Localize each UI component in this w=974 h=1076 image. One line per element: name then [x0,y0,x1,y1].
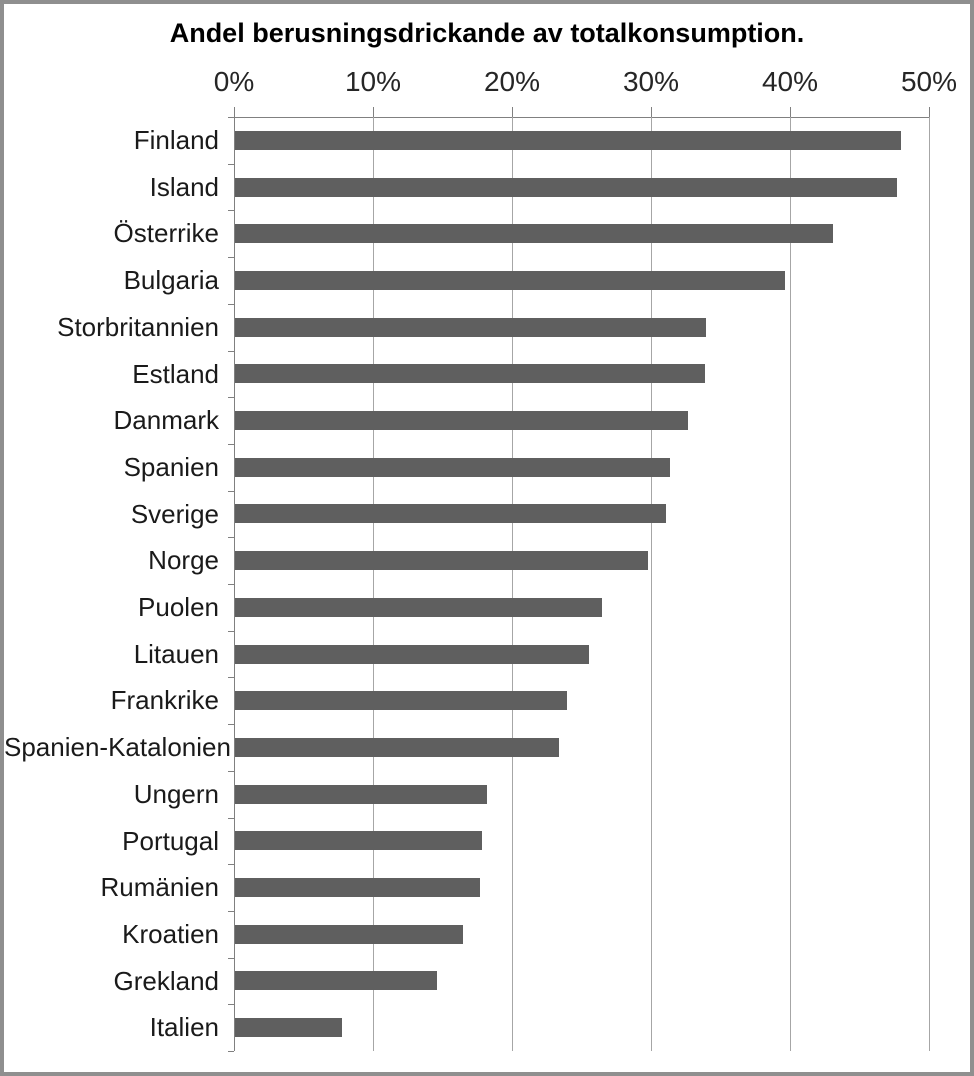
category-axis-tick [228,724,234,725]
category-label-italien: Italien [149,1012,219,1042]
bar-bulgaria [235,271,785,290]
category-axis-tick [228,444,234,445]
category-label-rumänien: Rumänien [100,872,219,902]
category-label-bulgaria: Bulgaria [123,265,219,295]
bar-finland [235,131,901,150]
category-axis-tick [228,771,234,772]
x-axis-tick-label: 0% [213,66,255,97]
category-axis-tick [228,677,234,678]
category-label-spanien-katalonien: Spanien-Katalonien [4,732,231,762]
category-label-spanien: Spanien [123,452,219,482]
bar-italien [235,1018,342,1037]
bar-grekland [235,971,437,990]
bar-spanien-katalonien [235,738,559,757]
bar-storbritannien [235,318,706,337]
category-axis-tick [228,257,234,258]
gridline [373,117,374,1051]
bar-estland [235,364,705,383]
gridline [512,117,513,1051]
plot-area [228,107,930,1052]
x-axis-tick [234,107,235,117]
bar-danmark [235,411,688,430]
category-axis-tick [228,818,234,819]
x-axis-tick-labels: 0% 10% 20% 30% 40% 50% [214,62,957,102]
x-axis-tick-label: 30% [622,66,680,97]
bar-litauen [235,645,589,664]
bar-norge [235,551,648,570]
category-label-finland: Finland [133,125,219,155]
x-axis-tick [651,107,652,117]
category-label-puolen: Puolen [138,592,219,622]
gridline [929,117,930,1051]
category-label-estland: Estland [132,359,219,389]
category-label-storbritannien: Storbritannien [57,312,219,342]
bar-frankrike [235,691,567,710]
x-axis-tick [790,107,791,117]
x-axis-line [234,117,930,118]
category-axis-tick [228,911,234,912]
category-axis-tick [228,584,234,585]
bar-spanien [235,458,670,477]
x-axis-tick [512,107,513,117]
category-axis-tick [228,397,234,398]
bar-kroatien [235,925,463,944]
category-label-portugal: Portugal [122,826,219,856]
category-axis-tick [228,1004,234,1005]
category-label-sverige: Sverige [130,499,219,529]
bar-island [235,178,897,197]
gridline [651,117,652,1051]
x-axis-tick-label: 10% [344,66,402,97]
x-axis-tick-label: 20% [483,66,541,97]
category-label-island: Island [149,172,219,202]
category-axis-tick [228,864,234,865]
x-axis-tick [373,107,374,117]
category-axis-labels: Finland Island Österrike Bulgaria Storbritan… [4,117,231,1051]
gridline [790,117,791,1051]
category-label-österrike: Österrike [113,218,219,248]
category-axis-tick [228,304,234,305]
category-label-litauen: Litauen [133,639,219,669]
category-label-ungern: Ungern [133,779,219,809]
category-axis-line [234,117,235,1051]
x-axis-tick-label: 40% [761,66,819,97]
x-axis-tick-label: 50% [900,66,958,97]
category-label-norge: Norge [148,545,219,575]
bar-portugal [235,831,482,850]
chart-title: Andel berusningsdrickande av totalkonsum… [169,18,805,48]
bar-österrike [235,224,833,243]
bar-ungern [235,785,487,804]
category-label-frankrike: Frankrike [110,685,219,715]
category-axis-tick [228,210,234,211]
category-axis-tick [228,958,234,959]
category-axis-tick [228,537,234,538]
category-label-grekland: Grekland [113,966,220,996]
category-label-danmark: Danmark [113,405,219,435]
category-axis-tick [228,164,234,165]
category-axis-tick [228,1051,234,1052]
category-axis-tick [228,351,234,352]
category-axis-tick [228,491,234,492]
x-axis-tick [929,107,930,117]
category-axis-tick [228,631,234,632]
bar-sverige [235,504,666,523]
category-label-kroatien: Kroatien [122,919,219,949]
category-axis-tick [228,117,234,118]
bar-rumänien [235,878,480,897]
bar-puolen [235,598,602,617]
